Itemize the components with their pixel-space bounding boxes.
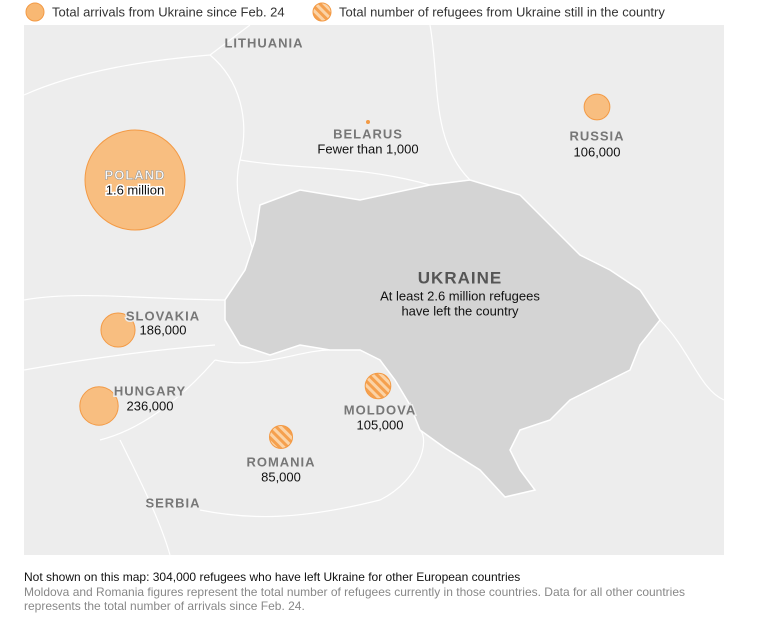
country-value: 236,000: [127, 398, 174, 413]
legend-swatch-hatched: [312, 2, 332, 22]
country-name: LITHUANIA: [224, 35, 303, 50]
country-value: 105,000: [357, 417, 404, 432]
country-name: SERBIA: [145, 495, 200, 510]
bubble: [583, 93, 611, 121]
dot: [366, 120, 370, 124]
borders: [23, 24, 725, 556]
ukraine-line: At least 2.6 million refugees: [380, 288, 540, 303]
country-value: 85,000: [261, 469, 301, 484]
footer-source: represents the total number of arrivals …: [24, 599, 305, 613]
country-name: HUNGARY: [114, 383, 186, 398]
bubble: [79, 386, 119, 426]
country-value: 106,000: [574, 144, 621, 159]
footer-source: Moldova and Romania figures represent th…: [24, 585, 685, 599]
bubble: [364, 372, 392, 400]
country-name: ROMANIA: [246, 454, 315, 469]
country-value: 186,000: [140, 322, 187, 337]
country-name: POLAND: [105, 167, 166, 182]
legend-hatched: Total number of refugees from Ukraine st…: [339, 4, 665, 19]
legend-solid: Total arrivals from Ukraine since Feb. 2…: [52, 4, 285, 19]
country-value: Fewer than 1,000: [317, 141, 418, 156]
ukraine-line: have left the country: [401, 303, 519, 318]
footer-note: Not shown on this map: 304,000 refugees …: [24, 570, 520, 584]
country-value: 1.6 million: [106, 182, 165, 197]
ukraine-name: UKRAINE: [418, 268, 502, 287]
bubble: [268, 424, 294, 450]
country-name: MOLDOVA: [344, 402, 416, 417]
legend-swatch-solid: [25, 2, 45, 22]
bubble: [84, 129, 186, 231]
ukraine-shape: [224, 179, 661, 498]
bubble: [100, 312, 136, 348]
country-name: SLOVAKIA: [126, 308, 200, 323]
country-name: BELARUS: [333, 126, 403, 141]
country-name: RUSSIA: [569, 128, 624, 143]
